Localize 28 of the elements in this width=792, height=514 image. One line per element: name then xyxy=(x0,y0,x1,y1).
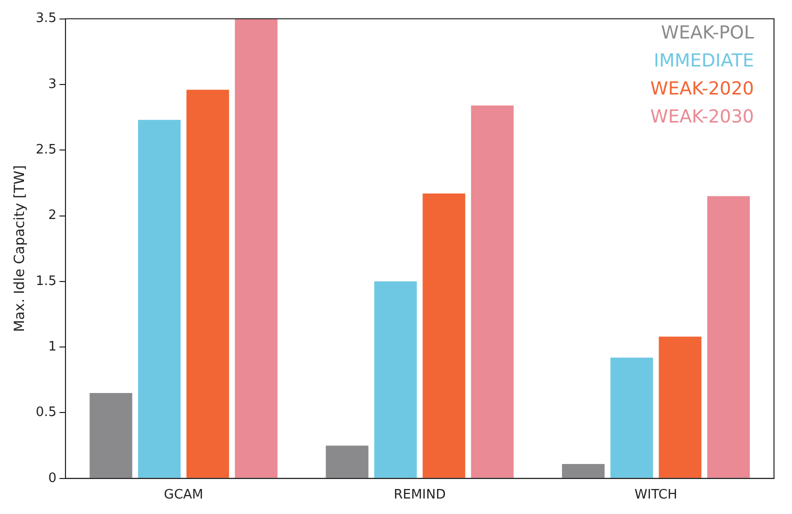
y-axis-title: Max. Idle Capacity [TW] xyxy=(12,165,28,332)
bar xyxy=(374,281,417,478)
x-tick-label: WITCH xyxy=(634,488,678,503)
bar xyxy=(90,393,132,478)
text: WEAK-POL xyxy=(661,22,754,44)
bar xyxy=(471,105,514,478)
y-tick-label: 2.5 xyxy=(36,142,56,158)
y-tick-label: 1 xyxy=(48,339,56,354)
x-tick-label: REMIND xyxy=(394,488,446,503)
text: WEAK-2030 xyxy=(650,106,754,128)
bar xyxy=(186,90,230,478)
y-tick-label: 3.5 xyxy=(36,11,56,26)
y-tick-label: 1.5 xyxy=(36,274,56,289)
text: IMMEDIATE xyxy=(654,50,754,72)
bar xyxy=(422,193,466,478)
bar xyxy=(326,446,368,478)
y-tick-label: 0.5 xyxy=(36,405,56,420)
x-tick-label: GCAM xyxy=(164,488,204,503)
bar xyxy=(562,464,605,478)
y-tick-label: 2 xyxy=(48,208,56,224)
bar xyxy=(234,18,278,478)
bar xyxy=(610,358,654,478)
bar xyxy=(138,120,181,478)
bar xyxy=(658,336,702,478)
y-tick-label: 3 xyxy=(48,76,56,92)
text: WEAK-2020 xyxy=(650,78,754,100)
bar xyxy=(707,196,750,478)
y-tick-label: 0 xyxy=(48,470,56,486)
